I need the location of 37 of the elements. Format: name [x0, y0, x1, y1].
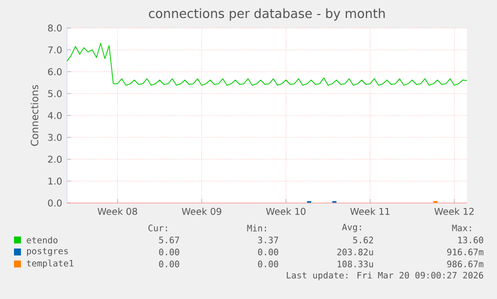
text: 0.00 [159, 248, 180, 256]
text: 203.82u [337, 248, 373, 256]
y-axis-title: Connections [30, 85, 38, 146]
text: Last update: Fri Mar 20 09:00:27 2026 [286, 272, 484, 280]
text: Avg: [342, 224, 361, 232]
text: 0.00 [258, 248, 278, 256]
x-tick-label: Week 11 [350, 208, 390, 215]
y-tick-label: 5.0 [48, 90, 62, 98]
text: Cur: [148, 224, 167, 232]
x-tick-label: Week 12 [434, 208, 474, 215]
line-series [66, 42, 468, 86]
y-tick-label: 3.0 [48, 134, 62, 141]
y-tick-label: 1.0 [48, 178, 62, 185]
y-tick-label: 6.0 [48, 68, 62, 76]
legend-label: template1 [26, 260, 74, 268]
text: 0.00 [159, 260, 180, 268]
text: 986.67m [447, 260, 484, 268]
y-tick-label: 0.0 [48, 199, 62, 207]
text: 5.62 [353, 236, 373, 244]
text: 3.37 [258, 236, 278, 244]
text: 5.67 [159, 236, 180, 244]
y-tick-label: 4.0 [48, 112, 62, 120]
x-tick-label: Week 08 [98, 208, 138, 215]
text: 916.67m [447, 248, 484, 256]
text: 108.33u [338, 260, 373, 268]
text: 0.00 [258, 260, 278, 268]
text: Min: [247, 224, 266, 232]
legend-label: etendo [26, 236, 58, 244]
text: Max: [452, 224, 471, 232]
text: 13.60 [458, 236, 484, 244]
y-tick-label: 2.0 [48, 156, 62, 163]
chart-title: connections per database - by month [148, 8, 385, 21]
y-tick-label: 7.0 [48, 46, 62, 54]
x-tick-label: Week 09 [182, 208, 222, 215]
y-tick-label: 8.0 [48, 24, 62, 32]
legend-label: postgres [27, 248, 68, 256]
x-tick-label: Week 10 [266, 208, 306, 215]
